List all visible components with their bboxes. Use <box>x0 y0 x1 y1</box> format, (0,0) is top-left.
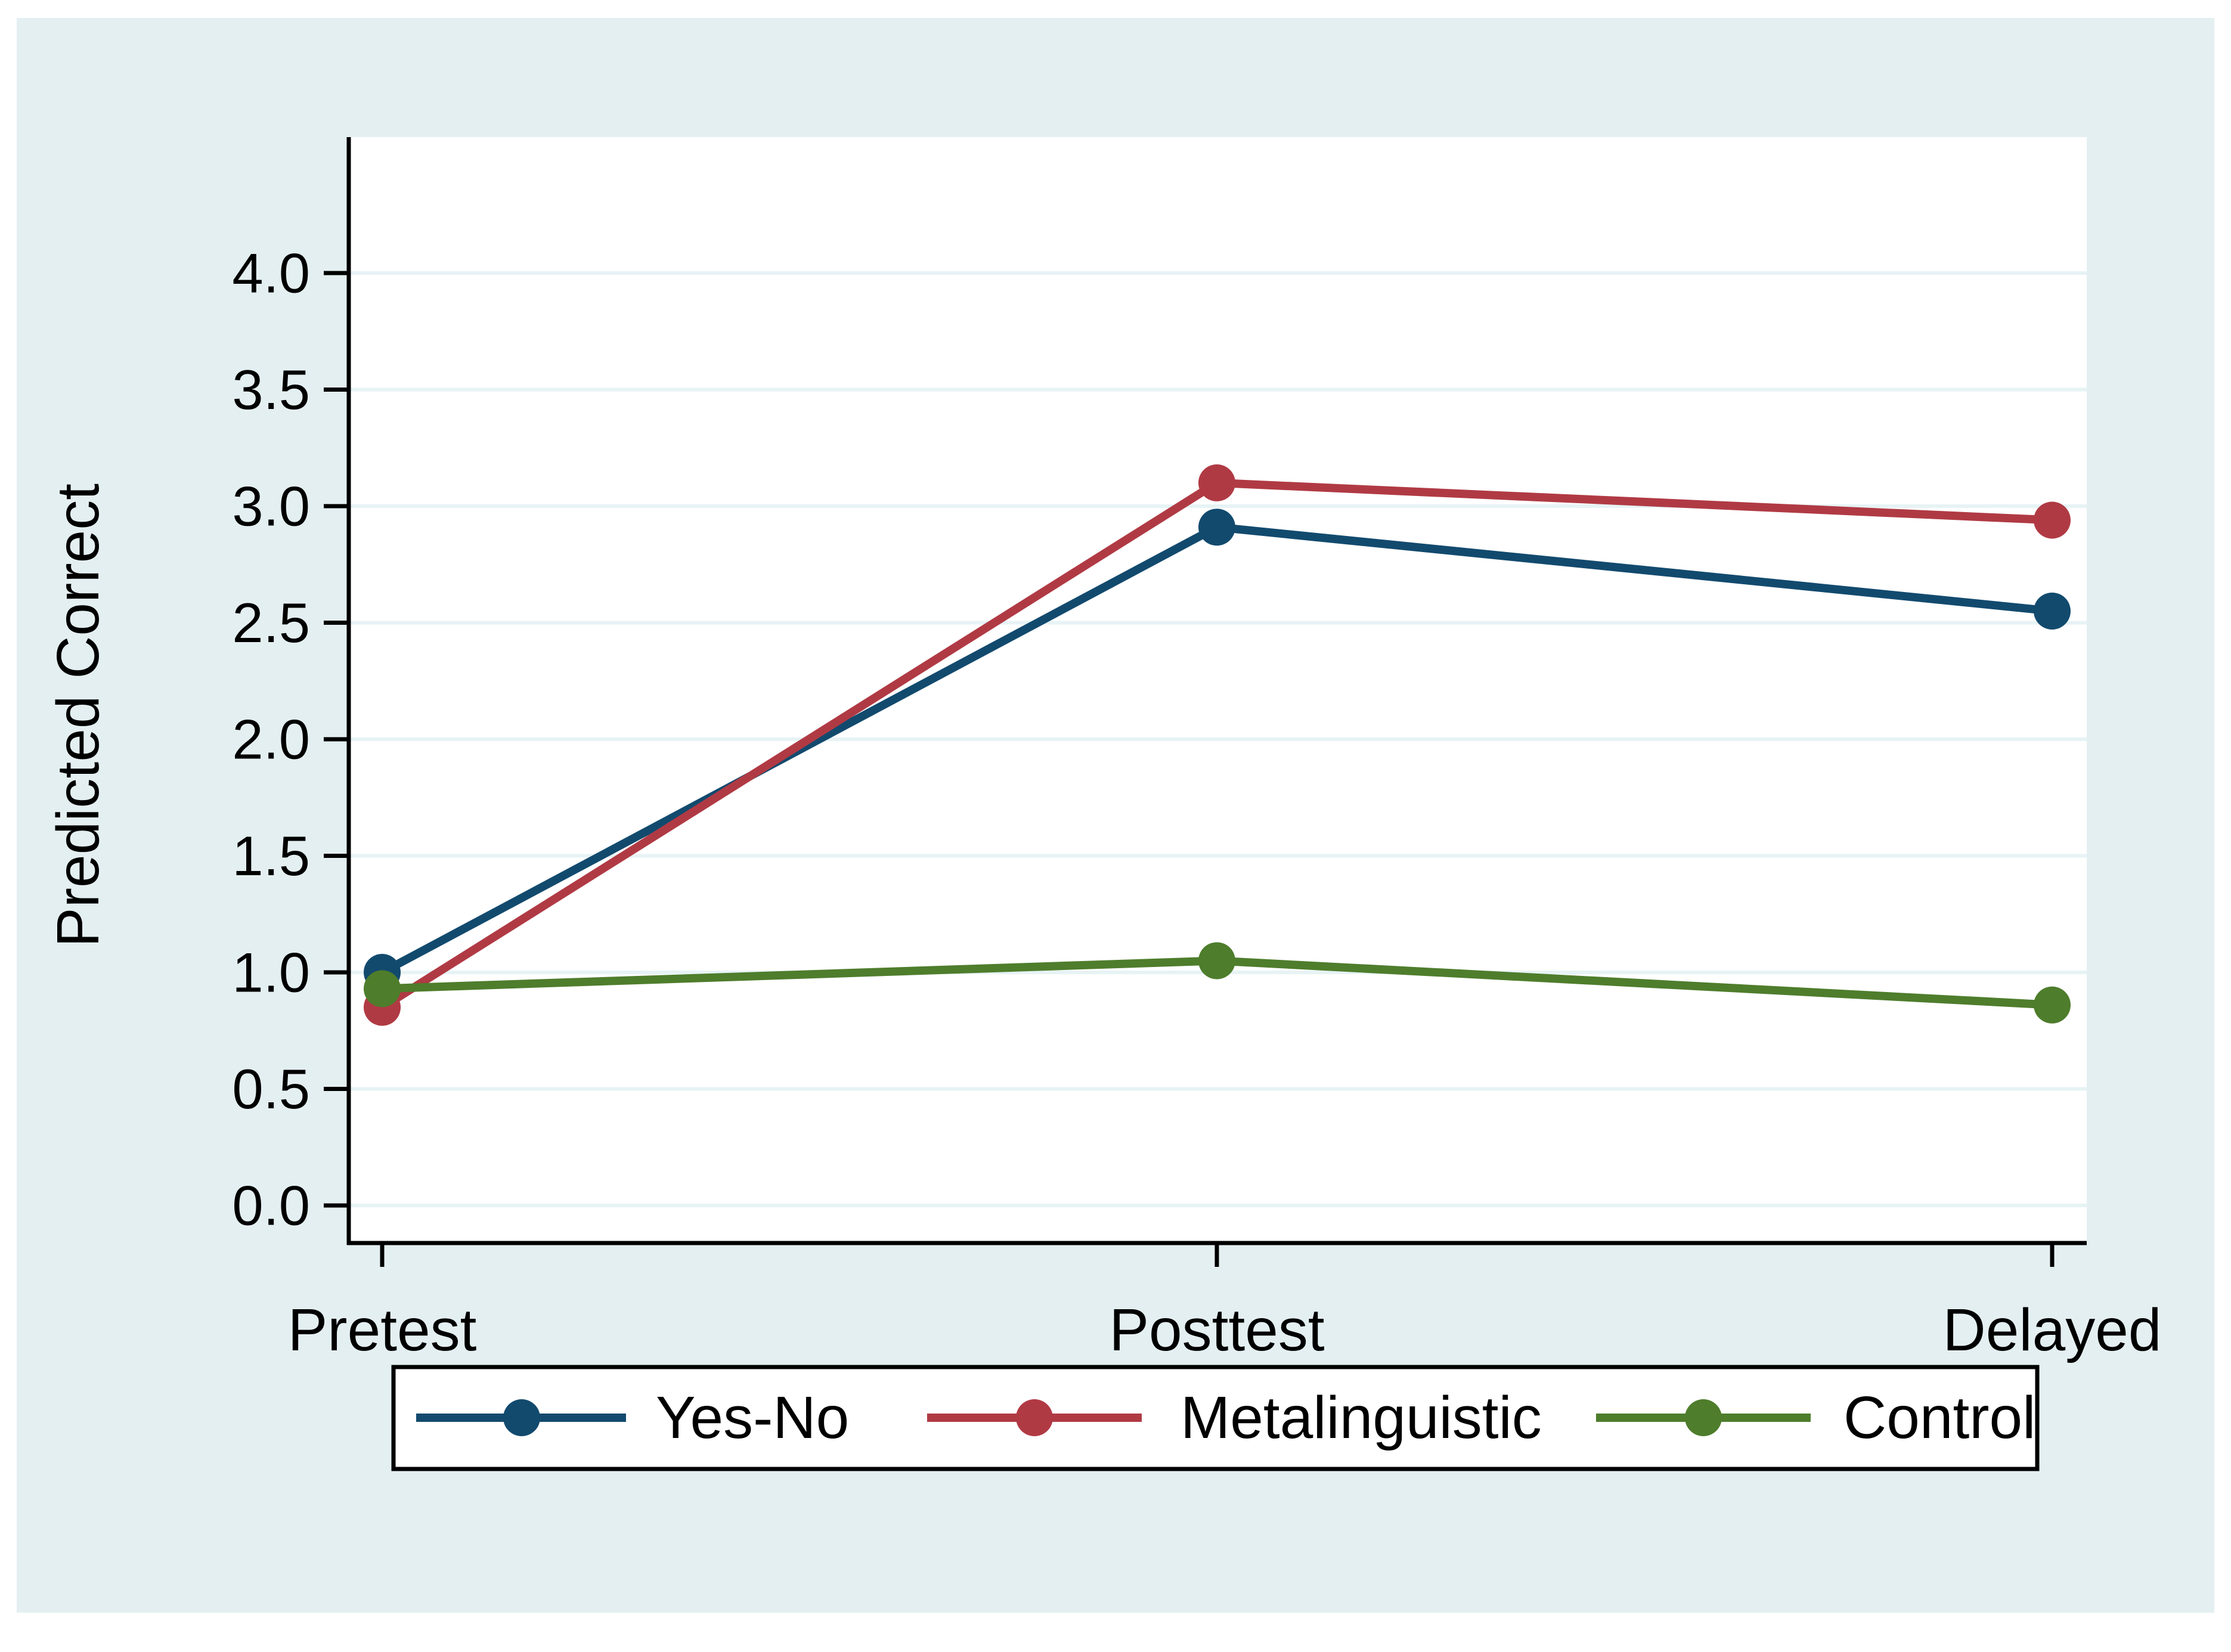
legend-item-yes-no: Yes-No <box>416 1384 849 1451</box>
marker-yes-no-delayed <box>2034 592 2071 630</box>
y-tick-label-2.0: 2.0 <box>232 708 310 771</box>
legend-item-control: Control <box>1596 1384 2035 1451</box>
data-series <box>364 464 2071 1026</box>
y-tick-label-0.5: 0.5 <box>232 1058 310 1120</box>
y-tick-label-1.0: 1.0 <box>232 941 310 1004</box>
x-tick-label-delayed: Delayed <box>1943 1297 2162 1363</box>
axis-labels: 0.0 0.5 1.0 1.5 2.0 2.5 3.0 3.5 4.0 Pretest Postte… <box>232 242 2161 1364</box>
legend-label-yes-no: Yes-No <box>656 1384 849 1451</box>
marker-metalinguistic-posttest <box>1198 464 1235 501</box>
x-tick-label-pretest: Pretest <box>288 1297 477 1363</box>
y-tick-label-2.5: 2.5 <box>232 591 310 654</box>
legend-item-metalinguistic: Metalinguistic <box>927 1384 1542 1451</box>
x-tick-label-posttest: Posttest <box>1109 1297 1324 1363</box>
plot-area <box>349 137 2087 1243</box>
legend-marker-metalinguistic <box>1016 1399 1053 1436</box>
y-tick-label-1.5: 1.5 <box>232 825 310 887</box>
marker-control-delayed <box>2034 986 2071 1024</box>
marker-yes-no-posttest <box>1198 509 1235 546</box>
y-tick-label-3.0: 3.0 <box>232 475 310 538</box>
marker-control-posttest <box>1198 942 1235 980</box>
marker-control-pretest <box>364 970 401 1008</box>
y-axis-title: Predicted Correct <box>45 483 111 947</box>
y-tick-label-0.0: 0.0 <box>232 1174 310 1237</box>
marker-metalinguistic-delayed <box>2034 501 2071 539</box>
legend-label-metalinguistic: Metalinguistic <box>1180 1384 1542 1451</box>
y-tick-label-4.0: 4.0 <box>232 242 310 305</box>
y-tick-label-3.5: 3.5 <box>232 358 310 421</box>
legend-items: Yes-No Metalinguistic Control <box>416 1384 2035 1451</box>
legend-marker-control <box>1685 1399 1722 1436</box>
legend-label-control: Control <box>1843 1384 2035 1451</box>
axes <box>324 137 2087 1267</box>
legend: Yes-No Metalinguistic Control <box>391 1365 2040 1471</box>
legend-marker-yes-no <box>503 1399 540 1436</box>
